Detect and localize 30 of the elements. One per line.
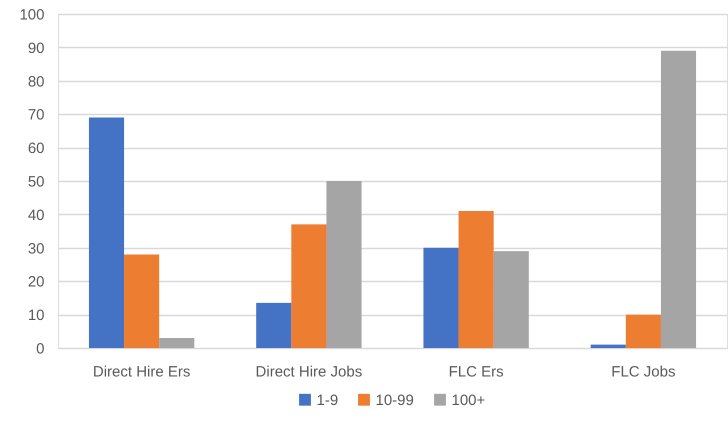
y-tick-label: 20	[28, 274, 44, 291]
bar	[423, 248, 459, 348]
y-tick-label: 70	[28, 106, 44, 124]
y-tick-label: 90	[28, 40, 44, 57]
y-tick-label: 60	[28, 140, 44, 158]
bar	[256, 302, 292, 348]
y-tick-label: 10	[28, 307, 44, 324]
legend-label: 1-9	[316, 392, 338, 409]
bar	[660, 50, 696, 348]
y-tick-label: 80	[28, 73, 44, 90]
bar	[159, 338, 194, 348]
x-tick-label: FLC Ers	[448, 364, 504, 380]
y-tick-label: 50	[28, 174, 44, 190]
legend-label: 100+	[452, 392, 486, 409]
y-tick-label: 40	[28, 206, 44, 224]
y-tick-label: 100	[19, 6, 44, 24]
bar	[88, 118, 124, 348]
x-tick-label: Direct Hire Jobs	[256, 364, 362, 380]
bar	[124, 254, 160, 348]
bar	[626, 314, 661, 348]
bar	[291, 224, 326, 348]
x-tick-label: FLC Jobs	[611, 364, 676, 380]
bar	[590, 344, 626, 348]
x-tick-label: Direct Hire Ers	[92, 364, 190, 380]
bar	[326, 181, 362, 348]
bar	[494, 251, 529, 348]
bar	[458, 211, 494, 348]
y-tick-label: 0	[36, 340, 44, 358]
legend-label: 10-99	[376, 392, 414, 409]
y-tick-label: 30	[28, 240, 44, 258]
